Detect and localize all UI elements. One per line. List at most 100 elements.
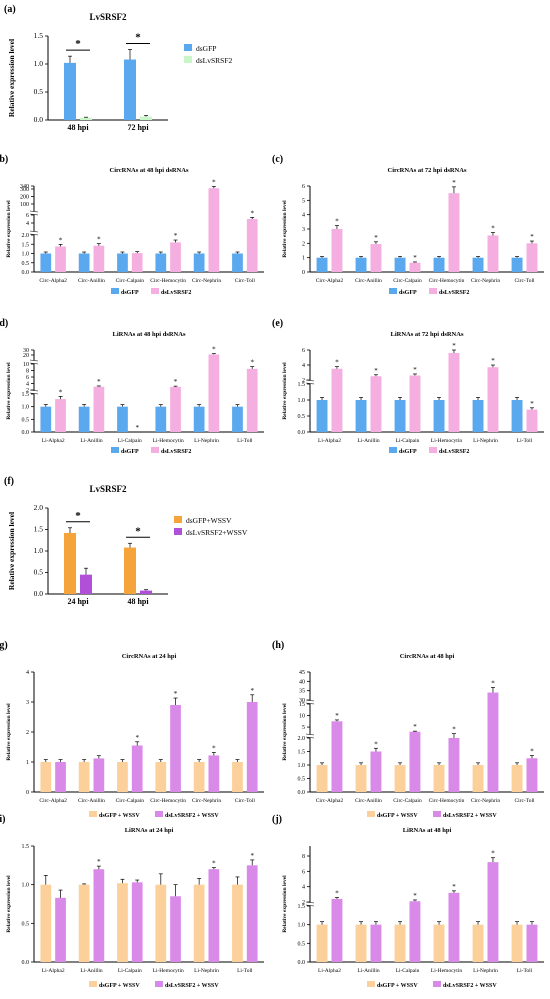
- axis-break-mark: [305, 736, 315, 739]
- y-tick-label: 6: [26, 213, 29, 219]
- bar-dsGFPWSSV-0: [316, 765, 328, 792]
- bar-dsGFP-2: [394, 400, 406, 432]
- axis-break-mark: [29, 359, 39, 362]
- y-tick-label: 1: [26, 760, 29, 766]
- x-tick-label: Circ-Nephrin: [471, 798, 501, 804]
- axis-break: [306, 700, 544, 704]
- bar-dsLvSRSF2WSSV-2: [409, 731, 421, 792]
- y-tick-label: 1.0: [34, 546, 44, 555]
- bar-dsLvSRSF2WSSV-3: [448, 738, 460, 792]
- y-tick-label: 10: [23, 362, 29, 368]
- chart-title: CircRNAs at 48 hpi: [400, 653, 455, 660]
- y-tick-label: 15: [299, 702, 305, 708]
- y-tick-label: 1.0: [298, 398, 306, 404]
- bar-dsGFP-5: [511, 400, 523, 432]
- y-axis-label: Relative expression level: [6, 703, 12, 761]
- y-tick-label: 6: [302, 348, 305, 354]
- legend-swatch: [111, 447, 119, 453]
- significance-star: *: [413, 254, 417, 262]
- bar-dsLvSRSF2WSSV-2: [131, 882, 143, 962]
- x-tick-label: Circ-Toll: [235, 798, 256, 804]
- y-tick-label: 4: [26, 221, 29, 227]
- y-tick-label: 4: [26, 670, 29, 676]
- axis-break: [306, 380, 544, 384]
- y-axis-label: Relative expression level: [282, 200, 288, 258]
- bar-dsLvSRSF2-5: [246, 219, 258, 272]
- bar-dsGFPWSSV-4: [193, 884, 205, 962]
- significance-star: *: [374, 367, 378, 375]
- axis-break: [30, 360, 264, 364]
- bar-dsLvSRSF2-4: [208, 188, 220, 272]
- y-tick-label: 340: [20, 184, 29, 190]
- significance-star: *: [530, 233, 534, 241]
- x-tick-label: Li-Toll: [517, 968, 533, 974]
- bar-dsLvSRSF2WSSV-1: [370, 924, 382, 962]
- y-tick-label: 1.5: [22, 242, 30, 248]
- significance-star: *: [335, 712, 339, 720]
- y-tick-label: 0.5: [298, 777, 306, 783]
- y-axis-label: Relative expression level: [6, 875, 12, 933]
- axis-break-mark: [305, 904, 315, 907]
- x-tick-label: 48 hpi: [127, 597, 149, 606]
- chart-panel-i: (i) LiRNAs at 24 hpi 0.0 0.5 1.0 1.5 Relative …: [0, 814, 264, 989]
- bar-dsLvSRSF2-0: [80, 117, 92, 120]
- x-tick-label: Circ-Anillin: [355, 798, 382, 804]
- y-tick-label: 4: [302, 363, 305, 369]
- x-tick-label: Li-Hemocytin: [431, 968, 462, 974]
- bar-dsLvSRSF2WSSV-4: [487, 862, 499, 962]
- y-tick-label: 0.0: [22, 960, 30, 966]
- significance-star: *: [212, 178, 216, 186]
- axis-break-mark: [29, 213, 39, 216]
- x-tick-label: Li-Alpha2: [318, 438, 341, 444]
- bar-dsGFP-1: [355, 400, 367, 432]
- axis-break-mark: [29, 392, 39, 395]
- significance-star: *: [250, 852, 254, 860]
- y-tick-label: 0.5: [22, 261, 30, 267]
- x-tick-label: Li-Anillin: [357, 968, 380, 974]
- legend-swatch: [184, 56, 192, 63]
- bar-dsGFP-3: [433, 257, 445, 272]
- y-tick-label: 1.0: [298, 923, 306, 929]
- significance-star: *: [413, 723, 417, 731]
- legend-label: dsGFP + WSSV: [99, 813, 140, 819]
- y-tick-label: 5: [302, 725, 305, 731]
- bar-dsGFPWSSV-2: [117, 883, 128, 962]
- chart-title: LiRNAs at 24 hpi: [125, 827, 174, 834]
- significance-star: *: [374, 740, 378, 748]
- legend-swatch: [151, 288, 159, 294]
- x-tick-label: Circ-Alpha2: [316, 798, 344, 804]
- bar-dsGFPWSSV-2: [394, 765, 406, 792]
- y-tick-label: 0.0: [34, 115, 44, 124]
- significance-star: *: [174, 232, 178, 240]
- bar-dsLvSRSF2-1: [370, 376, 382, 432]
- axis-break: [30, 390, 264, 394]
- x-tick-label: Li-Calpain: [396, 968, 420, 974]
- legend-swatch: [151, 447, 159, 453]
- legend-label: dsLvSRSF2: [439, 449, 469, 455]
- bar-dsLvSRSF2WSSV-5: [246, 702, 258, 792]
- chart-title: LiRNAs at 48 hpi dsRNAs: [113, 331, 186, 338]
- y-tick-label: 1.5: [22, 392, 30, 398]
- chart-title: LvSRSF2: [89, 484, 127, 494]
- bar-dsLvSRSF2WSSV-1: [370, 751, 382, 792]
- bar-dsGFPWSSV-3: [155, 884, 167, 962]
- legend-swatch: [184, 44, 192, 51]
- bar-dsLvSRSF2WSSV-0: [331, 898, 343, 962]
- y-axis-label: Relative expression level: [282, 362, 288, 420]
- significance-star: *: [335, 359, 339, 367]
- chart-title: LiRNAs at 48 hpi: [403, 827, 452, 834]
- bar-dsLvSRSF2-4: [487, 235, 499, 272]
- x-tick-label: Li-Anillin: [357, 438, 380, 444]
- bar-dsGFP-4: [193, 253, 205, 272]
- y-tick-label: 1.0: [22, 252, 30, 258]
- x-tick-label: Li-Alpha2: [42, 968, 65, 974]
- bar-dsGFPWSSV-0: [64, 532, 76, 594]
- legend-label: dsGFP + WSSV: [377, 813, 418, 819]
- x-tick-label: Li-Alpha2: [42, 438, 65, 444]
- significance-star: *: [335, 218, 339, 226]
- x-tick-label: Circ-Alpha2: [39, 798, 67, 804]
- bar-dsGFPWSSV-5: [511, 924, 523, 962]
- x-tick-label: Circ-Toll: [514, 278, 535, 284]
- bar-dsGFP-3: [155, 406, 167, 432]
- y-tick-label: 0.0: [298, 430, 306, 436]
